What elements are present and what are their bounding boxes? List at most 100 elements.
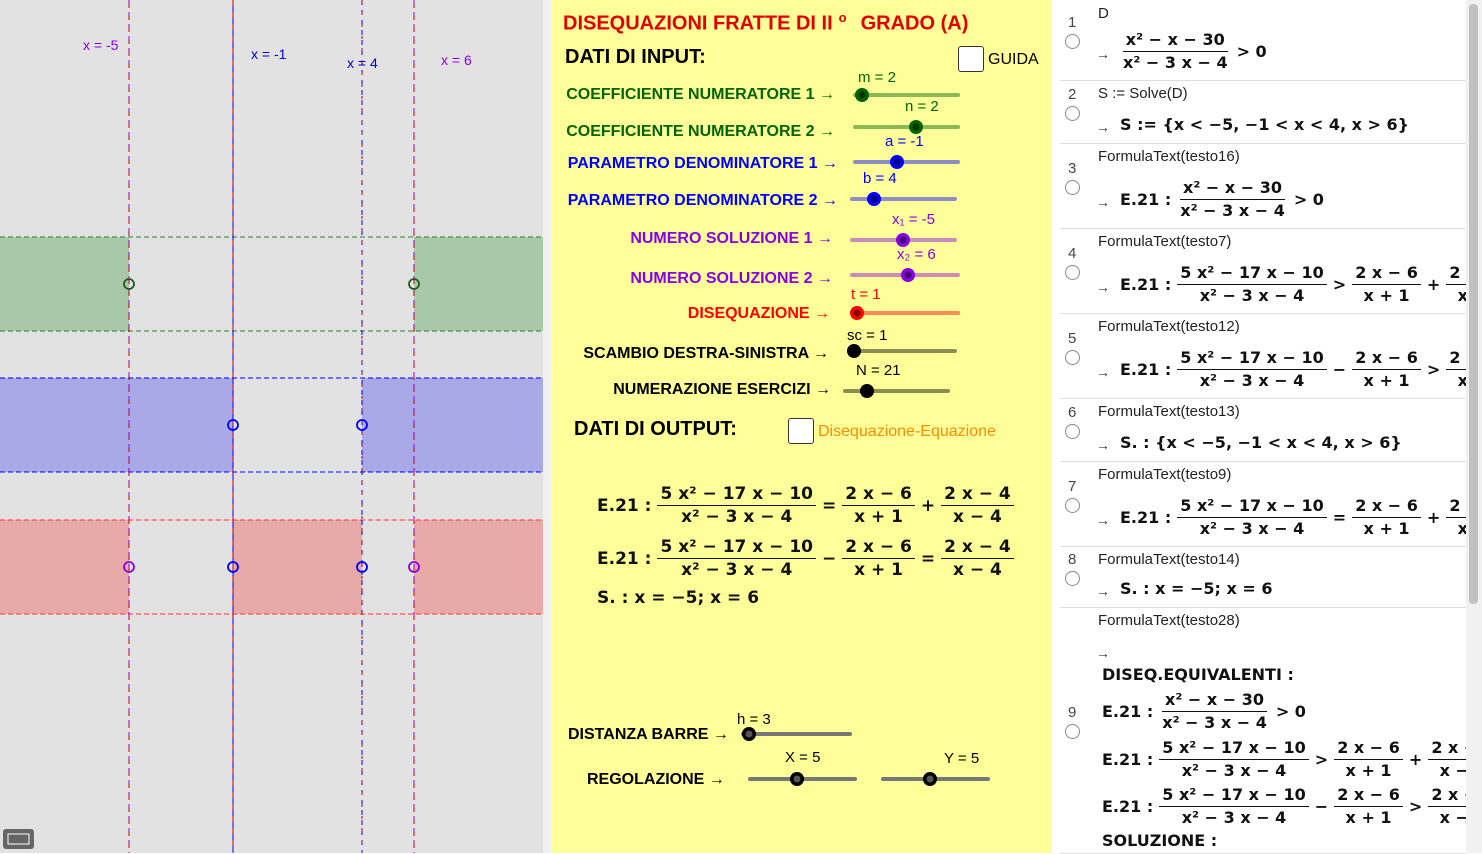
visibility-toggle[interactable] [1065,34,1080,49]
slider-value: X = 5 [785,749,821,766]
command: FormulaText(testo9) [1098,466,1232,483]
denominator: x + 1 [1363,371,1410,390]
red-band [0,519,543,615]
formula-text: E.21 : [1120,190,1172,209]
numerator: 2 x − 6 [1352,347,1421,370]
visibility-toggle[interactable] [1065,724,1080,739]
formula-text: > [1426,360,1441,379]
slider-label: NUMERO SOLUZIONE 2 → [630,270,833,287]
denominator: x² − 3 x − 4 [1199,286,1305,305]
command: FormulaText(testo7) [1098,233,1232,250]
visibility-toggle[interactable] [1065,179,1080,195]
numerator: 2 x − 4 [941,536,1014,559]
formula-text: + [1426,508,1441,527]
visibility-toggle[interactable] [1065,349,1080,365]
green-band [0,236,543,332]
scroll-thumb[interactable] [1469,4,1478,604]
slider[interactable] [850,233,957,247]
slider-label: PARAMETRO DENOMINATORE 1 → [567,155,838,172]
output-arrow: → [1096,645,1110,661]
row-number: 1 [1068,14,1077,31]
line-label: x = -1 [251,46,287,62]
slider-value: b = 4 [863,170,897,187]
formula-text: E.21 : [1102,797,1154,816]
formula-text: − [1332,360,1347,379]
slider-label: NUMERAZIONE ESERCIZI → [613,381,831,398]
slider[interactable] [847,344,957,358]
visibility-toggle[interactable] [1065,264,1080,280]
fraction: 5 x² − 17 x − 10 x² − 3 x − 4 [1159,784,1309,829]
algebra-row: 7 FormulaText(testo9) → E.21 : 5 x² − 17 x −… [1060,461,1482,547]
output-arrow: → [1096,119,1110,135]
divider [543,0,551,853]
formula: E.21 : 5 x² − 17 x − 10 x² − 3 x − 4 >2 x −… [1102,737,1482,782]
title-text: DISEQUAZIONI FRATTE DI II [563,12,833,35]
visibility-toggle[interactable] [1065,423,1080,439]
formula-text: S. : x = −5; x = 6 [1120,579,1273,598]
slider[interactable] [853,120,960,134]
slider-handle-core [850,347,858,355]
formula: S. : x = −5; x = 6 [597,588,759,608]
output-checkbox[interactable] [788,418,814,444]
output-arrow: → [1096,194,1110,210]
command: FormulaText(testo28) [1098,612,1240,629]
panel-title: DISEQUAZIONI FRATTE DI II o GRADO (A) [563,10,968,36]
vertical-lines [128,0,415,853]
slider-handle-core [893,158,901,166]
numerator: 5 x² − 17 x − 10 [1177,495,1327,518]
input-heading: DATI DI INPUT: [565,46,706,68]
visibility-toggle[interactable] [1065,497,1080,513]
formula-text: S := {x < −5, −1 < x < 4, x > 6} [1120,115,1410,134]
numerator: 2 x − 6 [1334,784,1403,807]
formula-text: + [920,495,936,516]
scrollbar[interactable] [1466,0,1482,853]
algebra-row: 5 FormulaText(testo12) → E.21 : 5 x² − 17 x … [1060,313,1482,399]
visibility-toggle[interactable] [1065,570,1080,586]
formula-text: + [1408,750,1423,769]
slider-value: x₁ = -5 [892,211,935,228]
formula: x² − x − 30 x² − 3 x − 4 > 0 [1120,29,1267,74]
numerator: 5 x² − 17 x − 10 [657,536,816,559]
slider[interactable] [850,268,960,282]
command: FormulaText(testo16) [1098,148,1240,165]
denominator: x² − 3 x − 4 [681,507,793,527]
numerator: x² − x − 30 [1122,29,1228,52]
formula-text: E.21 : [1102,750,1154,769]
points [123,278,420,573]
formula-text: E.21 : [597,548,652,569]
denominator: x² − 3 x − 4 [1162,713,1267,732]
formula: S := {x < −5, −1 < x < 4, x > 6} [1120,115,1409,134]
formula: SOLUZIONE : [1102,831,1217,850]
slider[interactable] [850,192,957,206]
guide-label: GUIDA [988,51,1039,68]
slider[interactable] [853,88,960,102]
numerator: 2 x − 6 [842,483,915,506]
formula: E.21 : x² − x − 30 x² − 3 x − 4 > 0 [1102,689,1306,734]
line-label: x = 6 [441,52,472,68]
slider[interactable] [843,384,950,398]
keyboard-button[interactable] [3,829,34,849]
algebra-row: 2 S := Solve(D) → S := {x < −5, −1 < x < 4,… [1060,80,1466,144]
slider[interactable] [853,155,960,169]
line-label: x = 4 [347,55,378,71]
visibility-toggle[interactable] [1065,105,1080,121]
guide-checkbox[interactable] [958,46,984,72]
output-arrow: → [1096,364,1110,380]
output-arrow: → [1096,583,1110,599]
formula: E.21 :5 x² − 17 x − 10 x² − 3 x − 4−2 x −… [1102,784,1482,829]
command: D [1098,5,1109,22]
slider[interactable] [850,306,960,320]
output-checkbox-label: Disequazione-Equazione [818,423,996,440]
formula: E.21 : x² − x − 30 x² − 3 x − 4 > 0 [1120,177,1324,222]
graphics-view: x = -5 x = -1 x = 4 x = 6 [0,0,551,853]
bottom-sliders[interactable] [741,727,990,786]
slider-handle-core [863,387,871,395]
slider-label: PARAMETRO DENOMINATORE 2 → [567,192,838,209]
row-number: 8 [1068,550,1077,568]
